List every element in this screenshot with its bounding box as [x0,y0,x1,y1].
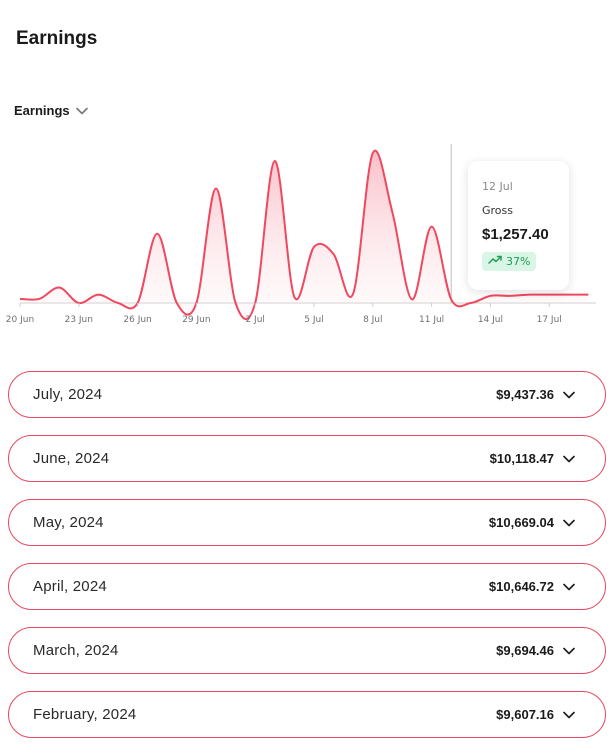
x-tick-label: 20 Jun [6,315,34,325]
month-label: July, 2024 [33,386,103,403]
chevron-down-icon[interactable] [563,706,575,724]
month-row[interactable]: April, 2024 $10,646.72 [8,563,606,610]
x-tick-label: 26 Jun [123,315,151,325]
x-tick-label: 17 Jul [537,315,562,325]
month-row[interactable]: June, 2024 $10,118.47 [8,435,606,482]
month-label: February, 2024 [33,706,137,723]
month-label: March, 2024 [33,642,119,659]
tooltip-change-value: 37% [506,255,531,268]
month-summary: $10,646.72 [489,578,575,596]
x-tick-label: 11 Jul [419,315,444,325]
chevron-down-icon[interactable] [563,386,575,404]
tooltip-value: $1,257.40 [482,226,549,243]
x-tick-label: 8 Jul [363,315,382,325]
monthly-earnings-list: July, 2024 $9,437.36 June, 2024 $10,118.47 M… [8,371,606,753]
earnings-chart-svg: 20 Jun 23 Jun 26 Jun 29 Jun 2 Jul 5 Jul 8 Jul 1… [6,144,596,325]
x-tick-label: 29 Jun [182,315,210,325]
chevron-down-icon[interactable] [563,514,575,532]
month-summary: $10,118.47 [490,450,575,468]
month-row[interactable]: May, 2024 $10,669.04 [8,499,606,546]
chevron-down-icon[interactable] [563,578,575,596]
month-summary: $10,669.04 [489,514,575,532]
trending-up-icon [488,255,502,268]
chevron-down-icon[interactable] [563,642,575,660]
page-title: Earnings [16,28,98,49]
tooltip-change-badge: 37% [482,252,537,271]
earnings-filter-dropdown[interactable]: Earnings [14,103,88,118]
month-amount: $9,437.36 [496,387,554,402]
month-label: May, 2024 [33,514,104,531]
month-amount: $9,694.46 [496,643,554,658]
month-row[interactable]: February, 2024 $9,607.16 [8,691,606,738]
tooltip-date: 12 Jul [482,180,513,193]
month-amount: $10,646.72 [488,579,554,594]
month-row[interactable]: July, 2024 $9,437.36 [8,371,606,418]
month-label: June, 2024 [33,450,110,467]
month-summary: $9,694.46 [496,642,575,660]
earnings-area-fill [20,150,589,320]
month-amount: $10,118.47 [489,451,554,466]
tooltip-label: Gross [482,204,513,217]
chart-tooltip: 12 Jul Gross $1,257.40 37% [468,161,569,290]
x-tick-label: 14 Jul [478,315,503,325]
month-amount: $9,607.16 [496,707,554,722]
earnings-filter-label: Earnings [14,103,70,118]
x-tick-label: 2 Jul [245,315,264,325]
month-summary: $9,607.16 [496,706,575,724]
month-row[interactable]: March, 2024 $9,694.46 [8,627,606,674]
month-amount: $10,669.04 [488,515,554,530]
x-tick-label: 5 Jul [304,315,323,325]
earnings-line [19,149,589,321]
month-summary: $9,437.36 [496,386,575,404]
chevron-down-icon [75,107,88,115]
month-label: April, 2024 [33,578,107,595]
chevron-down-icon[interactable] [563,450,575,468]
x-tick-label: 23 Jun [65,315,93,325]
earnings-chart[interactable]: 20 Jun 23 Jun 26 Jun 29 Jun 2 Jul 5 Jul 8 Jul 1… [0,130,612,330]
